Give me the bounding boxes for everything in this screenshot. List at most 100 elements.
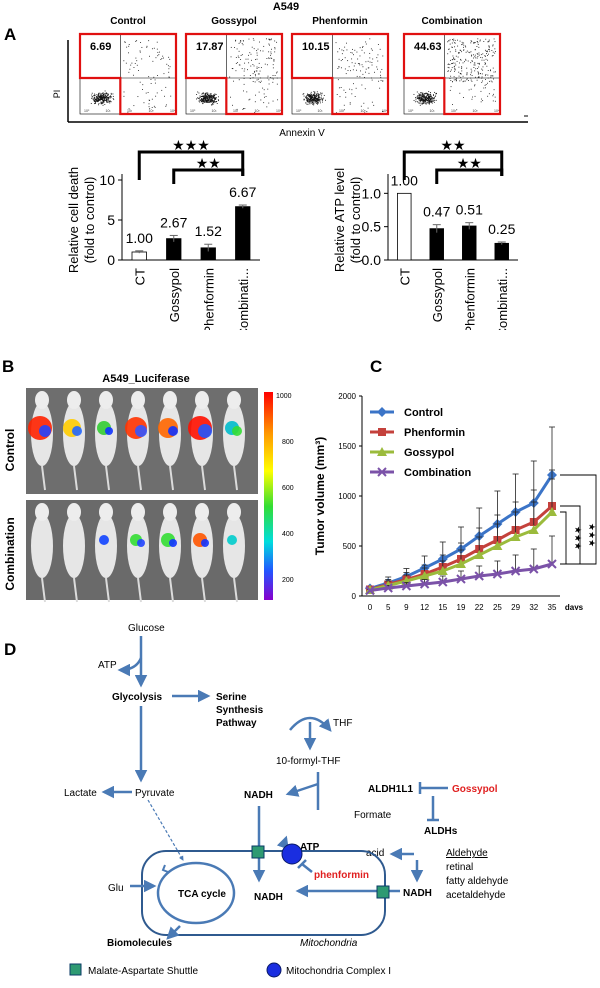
flow-dot	[214, 94, 216, 96]
flow-dot	[340, 60, 342, 62]
flow-dot	[251, 46, 253, 48]
flow-dot	[309, 95, 311, 97]
flow-dot	[310, 98, 312, 100]
flow-dot	[312, 93, 314, 95]
flow-dot	[315, 94, 317, 96]
flow-dot	[428, 101, 429, 103]
flow-dot	[313, 102, 314, 104]
flow-dot	[110, 97, 112, 99]
flow-dot	[213, 100, 215, 102]
flow-dot	[310, 91, 312, 93]
flow-dot	[202, 92, 204, 94]
flow-dot	[260, 77, 262, 79]
flow-dot	[102, 96, 104, 98]
flow-dot	[97, 95, 99, 97]
flow-dot	[97, 97, 99, 99]
flow-dot	[238, 50, 240, 52]
flow-dot	[94, 101, 96, 103]
flow-dot	[308, 95, 310, 97]
flow-dot	[315, 101, 317, 103]
flow-dot	[244, 68, 246, 70]
significance-stars: ★★★	[587, 523, 597, 547]
flow-dot	[447, 53, 449, 55]
flow-dot	[263, 102, 265, 104]
flow-dot	[455, 64, 457, 66]
flow-dot	[354, 49, 356, 51]
flow-dot	[256, 70, 258, 72]
mouse-tail	[105, 465, 110, 491]
flow-dot	[218, 100, 220, 102]
flow-dot	[274, 51, 276, 53]
flow-dot	[452, 40, 454, 42]
flow-dot	[202, 99, 204, 101]
flow-dot	[106, 96, 108, 98]
flow-dot	[370, 77, 372, 79]
flow-dot	[485, 63, 487, 64]
flow-dot	[318, 94, 320, 96]
flow-dot	[424, 98, 426, 100]
flow-dot	[428, 97, 430, 99]
flow-dot	[463, 49, 465, 51]
flow-dot	[210, 104, 212, 106]
flow-dot	[317, 98, 318, 100]
colorbar-tick: 400	[282, 531, 294, 538]
bar	[166, 238, 182, 261]
flow-dot	[243, 90, 244, 92]
flow-dot	[105, 99, 107, 101]
flow-dot	[203, 97, 205, 99]
flow-dot	[100, 99, 102, 101]
mouse-tail	[233, 577, 238, 603]
flow-dot	[238, 57, 240, 58]
y-tick-label: 500	[343, 542, 357, 551]
flow-dot	[306, 96, 308, 98]
flow-dot	[338, 48, 340, 50]
flow-dot	[257, 73, 259, 75]
flow-dot	[210, 101, 212, 103]
flow-dot	[419, 104, 421, 106]
flow-dot	[204, 100, 206, 102]
flow-dot	[137, 96, 139, 98]
flow-dot	[424, 96, 426, 98]
flow-dot	[494, 96, 496, 98]
flow-dot	[314, 100, 316, 102]
flow-dot	[365, 43, 367, 45]
flow-dot	[320, 95, 322, 97]
flow-dot	[459, 62, 460, 64]
flow-dot	[232, 104, 234, 106]
flow-dot	[455, 55, 457, 57]
flow-dot	[235, 40, 236, 42]
flow-dot	[256, 67, 258, 69]
flow-dot	[352, 48, 353, 50]
flow-dot	[273, 60, 275, 62]
flow-dot	[196, 94, 198, 95]
flow-dot	[104, 95, 106, 97]
flow-dot	[202, 100, 203, 102]
flow-dot	[247, 69, 248, 71]
flow-dot	[313, 104, 315, 106]
flow-dot	[305, 96, 307, 98]
flow-dot	[307, 103, 309, 105]
flow-dot	[99, 92, 101, 94]
legend-label: Phenformin	[404, 427, 465, 439]
data-point	[419, 579, 430, 589]
flow-dot	[274, 48, 276, 50]
flow-dot	[452, 63, 453, 64]
data-point	[492, 569, 503, 579]
flow-dot	[451, 59, 453, 61]
flow-dot	[311, 102, 313, 104]
flow-dot	[369, 57, 371, 59]
flow-dot	[316, 98, 318, 100]
flow-dot	[429, 96, 431, 98]
flow-dot	[306, 103, 308, 105]
flow-dot	[110, 92, 112, 94]
flow-dot	[312, 102, 314, 104]
x-tick-label: Combinati...	[495, 268, 510, 330]
flow-dot	[425, 96, 427, 98]
flow-dot	[421, 103, 423, 105]
flow-dot	[98, 96, 100, 98]
flow-dot	[415, 99, 417, 101]
flow-dot	[110, 93, 112, 95]
flow-dot	[205, 93, 207, 95]
flow-dot	[364, 112, 366, 114]
flow-dot	[453, 42, 455, 44]
